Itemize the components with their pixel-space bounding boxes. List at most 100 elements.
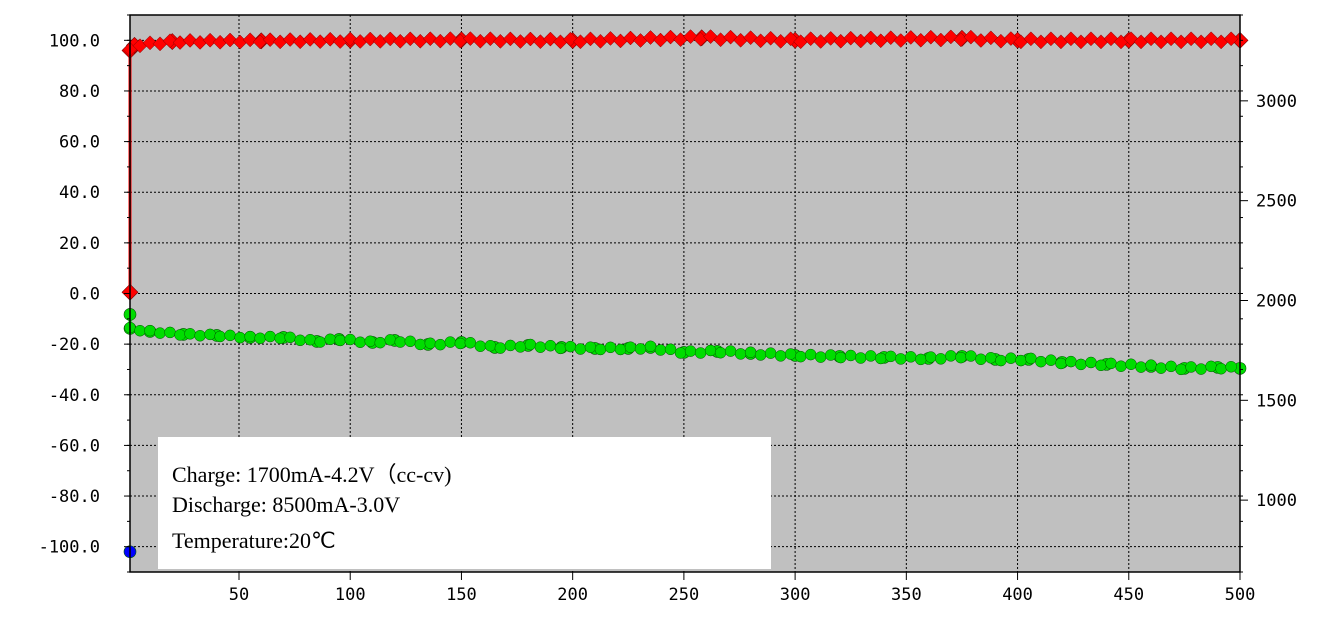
series-marker-dense xyxy=(422,31,438,47)
x-tick-label: 50 xyxy=(229,585,249,605)
series-marker-dense xyxy=(1145,359,1157,371)
series-marker-dense xyxy=(854,352,867,364)
series-marker-dense xyxy=(985,352,997,364)
series-marker-dense xyxy=(1005,352,1017,364)
series-marker-dense xyxy=(554,342,567,355)
series-marker-dense xyxy=(1205,360,1217,373)
series-marker-dense xyxy=(464,336,477,349)
series-marker-dense xyxy=(414,338,427,351)
series-marker-dense xyxy=(342,31,358,47)
series-marker-dense xyxy=(965,350,977,362)
plot-border xyxy=(129,14,1241,573)
series-marker-dense xyxy=(624,341,637,353)
series-marker-dense xyxy=(844,349,857,362)
series-marker-dense xyxy=(334,334,346,347)
series-marker-dense xyxy=(1045,354,1057,366)
series-marker-dense xyxy=(584,341,597,353)
series-marker-dense xyxy=(294,334,306,347)
series-marker-dense xyxy=(885,350,897,363)
series-marker-dense xyxy=(304,333,316,346)
series-marker-dense xyxy=(142,35,158,51)
series-marker-dense xyxy=(182,33,198,48)
series-marker-dense xyxy=(623,30,638,46)
series-marker-dense xyxy=(362,31,378,47)
series-marker-dense xyxy=(504,339,517,352)
series-marker-dense xyxy=(1095,359,1107,372)
y2-tick-label: 2500 xyxy=(1256,192,1297,212)
series-marker-dense xyxy=(905,351,917,363)
series-marker-dense xyxy=(424,337,437,350)
y-tick-label: 80.0 xyxy=(59,82,100,102)
series-marker-dense xyxy=(754,349,767,361)
series-marker-dense xyxy=(1025,352,1037,365)
series-marker-dense xyxy=(744,346,757,359)
series-marker-dense xyxy=(494,342,507,354)
series-marker-dense xyxy=(1075,358,1087,371)
series-marker-dense xyxy=(604,341,617,354)
series-marker-dense xyxy=(284,331,296,344)
series-marker-dense xyxy=(262,32,278,48)
series-marker-dense xyxy=(644,340,657,353)
series-marker-dense xyxy=(764,347,777,359)
temperature-note: Temperature:20℃ xyxy=(172,528,336,553)
series-marker-dense xyxy=(663,29,678,45)
series-marker-dense xyxy=(282,32,298,47)
y-tick-label: 40.0 xyxy=(59,183,100,203)
series-marker-dense xyxy=(794,350,807,363)
series-marker-dense xyxy=(534,341,547,353)
series-marker-dense xyxy=(242,32,258,48)
y-tick-label: 20.0 xyxy=(59,234,100,254)
y2-tick-label: 3000 xyxy=(1256,92,1297,112)
series-marker-dense xyxy=(544,339,557,352)
series-marker-dense xyxy=(134,324,146,337)
series-marker-dense xyxy=(1195,363,1207,375)
series-marker-dense xyxy=(955,351,967,364)
series-marker-dense xyxy=(382,31,398,47)
series-marker-dense xyxy=(774,350,787,362)
series-marker-dense xyxy=(1185,361,1197,373)
series-marker-dense xyxy=(234,331,246,344)
series-marker-dense xyxy=(514,341,527,353)
series-layer xyxy=(121,29,1249,559)
x-tick-label: 300 xyxy=(780,585,811,605)
charge-note: Charge: 1700mA-4.2V（cc-cv) xyxy=(172,462,452,487)
series-marker-dense xyxy=(834,351,847,364)
y-tick-label: -60.0 xyxy=(49,436,100,456)
discharge-note: Discharge: 8500mA-3.0V xyxy=(172,492,401,517)
y2-tick-label: 1000 xyxy=(1256,491,1297,511)
series-marker-dense xyxy=(162,33,178,49)
y-tick-label: -40.0 xyxy=(49,386,100,406)
series-marker-dense xyxy=(302,32,318,47)
x-tick-label: 500 xyxy=(1225,585,1256,605)
series-marker-dense xyxy=(434,338,447,351)
y2-tick-label: 1500 xyxy=(1256,391,1297,411)
series-marker-dense xyxy=(1225,361,1237,373)
series-marker-dense xyxy=(402,31,418,47)
x-tick-label: 100 xyxy=(335,585,366,605)
series-marker-dense xyxy=(384,334,397,346)
series-marker-dense xyxy=(1215,362,1227,375)
series-marker-dense xyxy=(324,333,336,346)
series-marker-dense xyxy=(1065,355,1077,368)
series-marker-dense xyxy=(804,348,817,361)
series-marker-dense xyxy=(354,336,366,348)
series-marker-dense xyxy=(864,350,877,362)
series-marker-dense xyxy=(915,353,927,366)
series-marker-dense xyxy=(244,330,256,343)
series-marker-dense xyxy=(895,353,907,365)
series-marker-dense xyxy=(444,336,457,348)
series-marker-dense xyxy=(174,329,186,341)
series-marker-dense xyxy=(824,349,837,361)
series-marker-dense xyxy=(484,339,497,352)
series-marker-dense xyxy=(364,335,376,348)
series-marker-dense xyxy=(634,343,647,355)
y2-tick-label: 2000 xyxy=(1256,291,1297,311)
conditions-box xyxy=(158,437,771,569)
x-tick-label: 400 xyxy=(1002,585,1033,605)
series-marker-dense xyxy=(204,328,216,341)
series-marker-dense xyxy=(154,327,166,339)
series-marker-dense xyxy=(674,347,687,359)
series-marker-dense xyxy=(704,344,717,357)
series-marker-dense xyxy=(614,343,627,356)
series-marker-dense xyxy=(254,332,266,345)
